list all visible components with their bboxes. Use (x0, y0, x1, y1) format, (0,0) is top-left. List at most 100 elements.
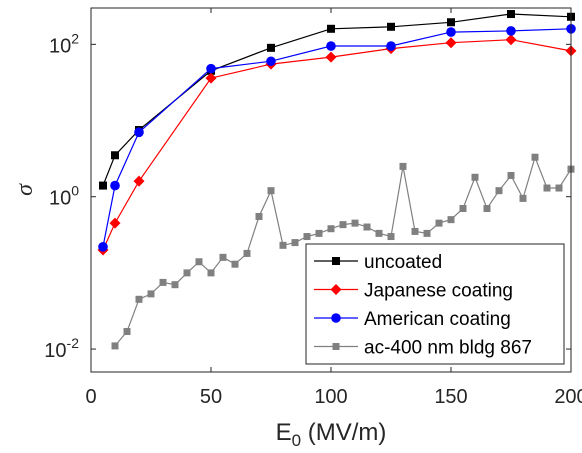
data-point (505, 34, 517, 46)
data-point (447, 18, 455, 27)
data-point (111, 342, 119, 350)
x-axis-label-main: E (276, 419, 292, 446)
legend: uncoated Japanese coating American coating… (305, 243, 565, 365)
data-point (387, 233, 395, 241)
data-point (279, 241, 287, 249)
legend-marker (332, 343, 340, 350)
legend-entry-3: ac-400 nm bldg 867 (314, 338, 532, 359)
data-point (159, 278, 167, 286)
x-tick-label: 200 (554, 386, 582, 408)
data-point (291, 239, 299, 247)
data-point (363, 223, 371, 231)
data-point (219, 253, 227, 261)
data-point (423, 229, 431, 237)
data-point (531, 153, 539, 161)
data-point (255, 212, 263, 220)
data-point (266, 56, 276, 67)
data-point (471, 173, 479, 181)
axis-ticks (90, 8, 572, 372)
legend-label: uncoated (364, 252, 442, 273)
series-line (102, 39, 572, 251)
data-point (99, 181, 107, 190)
data-point (135, 295, 143, 303)
data-point (243, 249, 251, 257)
data-point (134, 127, 144, 138)
legend-entry-1: Japanese coating (314, 281, 513, 302)
data-point (446, 27, 456, 37)
legend-entry-2: American coating (314, 309, 511, 330)
data-point (109, 217, 121, 229)
x-tick-label: 150 (434, 386, 467, 408)
data-point (205, 72, 217, 84)
data-point (231, 260, 239, 268)
legend-entry-0: uncoated (314, 252, 442, 273)
y-tick-label-base: 10 (49, 188, 71, 210)
data-point (267, 43, 275, 52)
data-point (111, 151, 119, 160)
data-point (445, 37, 457, 49)
data-point (133, 175, 145, 187)
data-point (303, 233, 311, 241)
y-tick-label-exponent: 2 (71, 30, 79, 46)
data-point (327, 24, 335, 33)
legend-marker (330, 284, 342, 295)
legend-label: Japanese coating (364, 281, 513, 302)
series-line (102, 13, 572, 186)
data-point (399, 162, 407, 170)
x-axis-label-unit: (MV/m) (301, 419, 386, 446)
y-tick-label-base: 10 (49, 35, 71, 57)
data-point (147, 290, 155, 298)
data-point (327, 225, 335, 233)
y-tick-label-base: 10 (44, 340, 66, 362)
legend-marker (331, 313, 341, 323)
data-point (506, 26, 516, 36)
data-point (507, 171, 515, 179)
y-tick-label-exponent: 0 (71, 183, 79, 199)
series-2 (98, 23, 576, 252)
legend-label: American coating (364, 309, 511, 330)
data-point (110, 180, 120, 191)
x-axis-label: E0 (MV/m) (276, 419, 387, 450)
data-point (387, 22, 395, 31)
data-point (326, 41, 336, 51)
series-3 (111, 153, 575, 350)
data-point (386, 41, 396, 51)
data-point (206, 63, 216, 74)
data-point (495, 187, 503, 195)
data-point (519, 194, 527, 202)
y-axis-label: σ (12, 183, 38, 196)
y-tick-label: 10-2 (44, 335, 79, 362)
data-point (315, 229, 323, 237)
y-tick-label: 102 (49, 30, 79, 57)
data-point (325, 51, 337, 63)
y-tick-label-exponent: -2 (67, 335, 80, 351)
x-tick-label: 0 (85, 386, 96, 408)
x-tick-label: 100 (314, 386, 347, 408)
data-point (195, 258, 203, 266)
data-point (123, 328, 131, 336)
data-point (507, 10, 515, 19)
data-point (435, 219, 443, 227)
x-axis-label-subscript: 0 (292, 431, 301, 450)
legend-box (305, 243, 565, 365)
series-layer (97, 10, 577, 350)
data-point (351, 219, 359, 227)
data-point (543, 184, 551, 192)
data-point (171, 281, 179, 289)
data-point (207, 269, 215, 277)
data-point (183, 269, 191, 277)
legend-label: ac-400 nm bldg 867 (364, 338, 532, 359)
data-point (339, 221, 347, 229)
data-point (447, 216, 455, 224)
data-point (483, 205, 491, 213)
data-point (411, 227, 419, 235)
data-point (459, 205, 467, 213)
series-line (102, 28, 572, 247)
data-point (375, 229, 383, 237)
data-point (98, 242, 108, 252)
data-point (555, 184, 563, 192)
legend-marker (332, 257, 340, 265)
